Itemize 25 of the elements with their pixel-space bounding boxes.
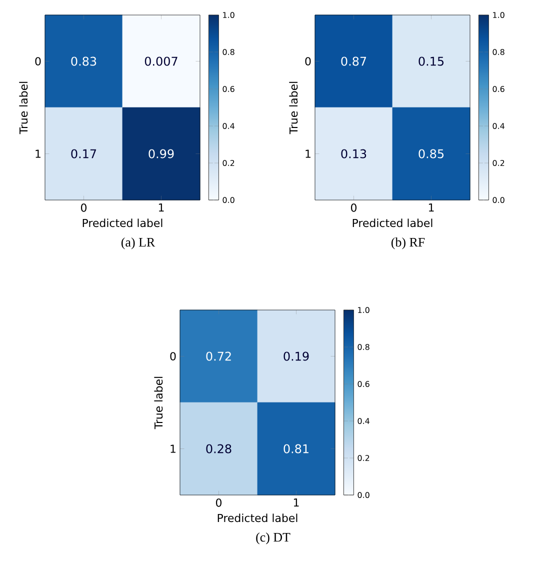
data-label: 0.87 — [341, 56, 366, 66]
data-label: 0.007 — [144, 56, 178, 66]
data-label: 0.81 — [284, 444, 308, 454]
data-label: 0.85 — [418, 149, 444, 158]
x-tick-label: 1 — [158, 204, 164, 212]
data-label: 0.99 — [148, 149, 174, 158]
y-axis-title: True label — [289, 82, 298, 134]
x-tick-label: 1 — [428, 204, 434, 212]
x-tick-label: 0 — [350, 204, 356, 212]
data-label: 0.17 — [71, 149, 96, 158]
data-label: 0.13 — [341, 149, 366, 158]
data-label: 0.15 — [418, 56, 444, 66]
data-label: 0.19 — [284, 352, 309, 361]
x-axis-title: Predicted label — [218, 514, 298, 522]
y-axis-title: True label — [19, 82, 28, 134]
text: (a) LR — [121, 238, 156, 250]
text: (b) RF — [391, 238, 425, 250]
y-axis-title: True label — [154, 376, 163, 430]
data-label: 0.72 — [206, 352, 231, 361]
data-label: 0.28 — [206, 444, 232, 454]
x-axis-title: Predicted label — [82, 218, 162, 228]
data-label: 0.83 — [71, 56, 96, 66]
x-tick-label: 0 — [80, 204, 86, 212]
x-axis-title: Predicted label — [352, 218, 432, 228]
text: (c) DT — [256, 532, 290, 544]
